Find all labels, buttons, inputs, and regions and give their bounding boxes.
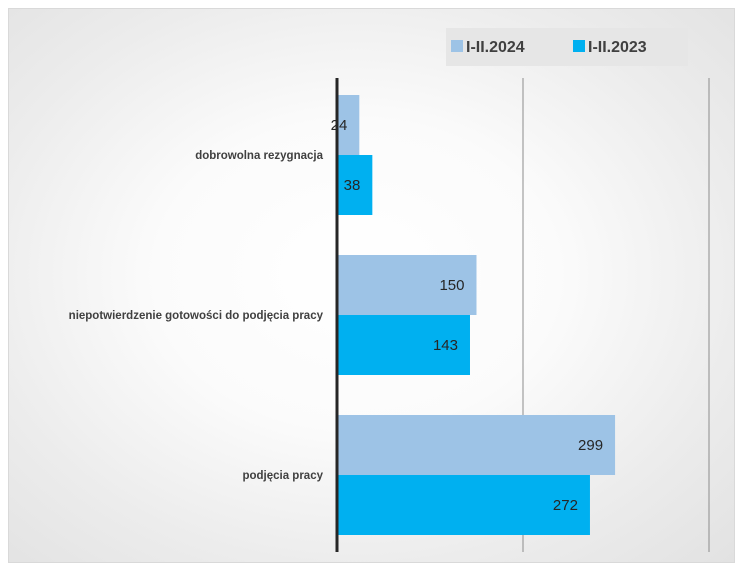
data-label-2023-1: 143	[433, 337, 458, 354]
data-label-2024-1: 150	[439, 277, 464, 294]
category-labels: dobrowolna rezygnacja niepotwierdzenie go…	[69, 150, 324, 482]
bar-2024-0	[337, 95, 360, 155]
data-label-2024-2: 299	[578, 437, 603, 454]
bar-2023-2	[337, 475, 590, 535]
category-label-0: dobrowolna rezygnacja	[195, 150, 323, 162]
legend-label-2024: I-II.2024	[466, 39, 525, 56]
category-label-2: podjęcia pracy	[242, 470, 323, 482]
legend: I-II.2024 I-II.2023	[451, 39, 647, 56]
legend-swatch-2024	[451, 40, 463, 52]
data-label-2023-2: 272	[553, 497, 578, 514]
bar-2024-1	[337, 255, 477, 315]
data-label-2023-0: 38	[344, 177, 361, 194]
bar-2024-2	[337, 415, 616, 475]
data-label-2024-0: 24	[331, 117, 348, 134]
bar-2023-1	[337, 315, 470, 375]
legend-band	[446, 28, 688, 66]
category-label-1: niepotwierdzenie gotowości do podjęcia p…	[69, 310, 324, 322]
legend-background	[446, 28, 688, 66]
legend-label-2023: I-II.2023	[588, 39, 647, 56]
legend-swatch-2023	[573, 40, 585, 52]
bar-2023-0	[337, 155, 373, 215]
bars	[337, 95, 616, 535]
data-labels: 24 38 150 143 299 272	[331, 117, 603, 514]
